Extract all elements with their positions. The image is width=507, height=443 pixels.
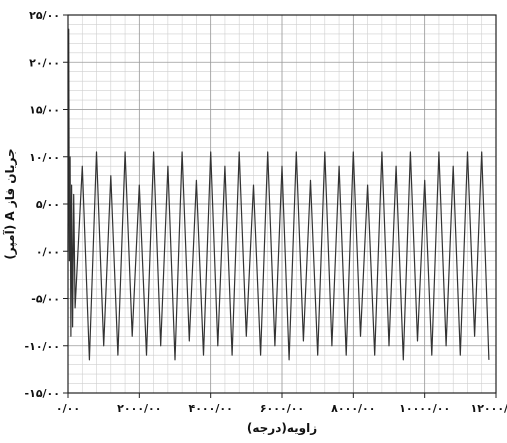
x-tick-label: ۸۰۰۰/۰۰ bbox=[331, 402, 375, 415]
y-tick-label: ۱۵/۰۰ bbox=[29, 104, 60, 117]
y-tick-label: ۲۵/۰۰ bbox=[29, 9, 60, 22]
series-layer bbox=[67, 28, 490, 361]
x-tick-label: ۱۰۰۰۰/۰۰ bbox=[399, 402, 450, 415]
x-tick-label: ۶۰۰۰/۰۰ bbox=[260, 402, 304, 415]
x-tick-label: ۴۰۰۰/۰۰ bbox=[189, 402, 233, 415]
y-axis-label: جریان فاز A (آمپر) bbox=[2, 148, 17, 259]
x-tick-label: ۲۰۰۰/۰۰ bbox=[117, 402, 161, 415]
y-axis-ticks: -۱۵/۰۰ -۱۰/۰۰ -۵/۰۰ ۰/۰۰ ۵/۰۰ ۱۰/۰۰ ۱۵/۰۰ ۲۰/۰۰… bbox=[25, 9, 68, 400]
y-tick-label: -۵/۰۰ bbox=[31, 293, 60, 306]
y-tick-label: -۱۵/۰۰ bbox=[25, 387, 60, 400]
x-tick-label: ۰/۰۰ bbox=[56, 402, 80, 415]
x-axis-label: زاویه(درجه) bbox=[247, 421, 317, 436]
y-tick-label: ۱۰/۰۰ bbox=[29, 151, 60, 164]
series-line-1 bbox=[67, 28, 490, 361]
x-tick-label: ۱۲۰۰۰/۰۰ bbox=[470, 402, 507, 415]
y-tick-label: ۲۰/۰۰ bbox=[29, 56, 60, 69]
y-tick-label: ۰/۰۰ bbox=[36, 245, 60, 258]
y-tick-label: -۱۰/۰۰ bbox=[25, 340, 60, 353]
y-tick-label: ۵/۰۰ bbox=[36, 198, 60, 211]
x-axis-ticks: ۰/۰۰ ۲۰۰۰/۰۰ ۴۰۰۰/۰۰ ۶۰۰۰/۰۰ ۸۰۰۰/۰۰ ۱۰۰۰۰/۰۰… bbox=[56, 393, 507, 415]
